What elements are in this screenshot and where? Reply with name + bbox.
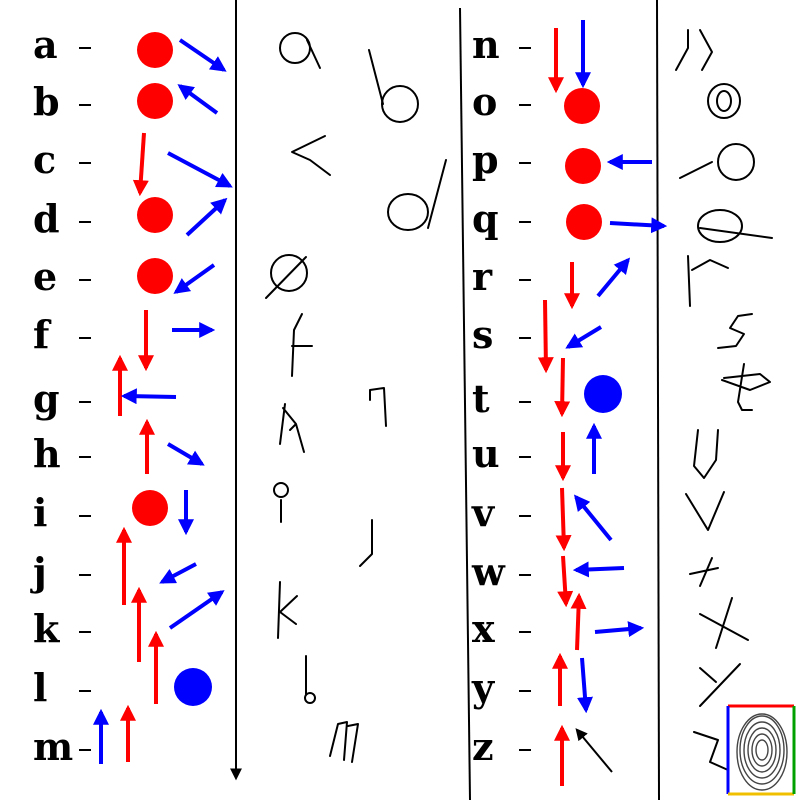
blue-arrow <box>159 562 197 584</box>
blue-dot <box>174 668 212 706</box>
red-dot <box>137 32 173 68</box>
red-dot <box>132 490 168 526</box>
glyph-r <box>687 255 729 307</box>
red-arrow <box>570 592 587 651</box>
red-dot <box>565 148 601 184</box>
red-arrow <box>132 132 149 197</box>
letter-z: z <box>472 724 494 769</box>
stroke-symbols-n-z <box>537 20 668 786</box>
red-dot <box>137 197 173 233</box>
letter-b: b <box>33 79 60 124</box>
glyph-c <box>291 135 331 176</box>
blue-arrow <box>572 561 625 578</box>
letter-y: y <box>471 665 495 710</box>
stroke-symbols-a-m <box>93 32 233 764</box>
blue-arrow <box>594 621 645 638</box>
glyph-g <box>369 387 387 427</box>
letter-f: f <box>33 312 52 357</box>
glyph-l <box>304 655 316 704</box>
letter-d: d <box>33 196 60 241</box>
glyph-d <box>387 159 447 231</box>
letter-c: c <box>33 137 56 182</box>
letter-o: o <box>472 79 497 124</box>
glyph-y <box>699 663 741 707</box>
glyph-s <box>717 313 753 349</box>
glyph-z <box>693 731 729 771</box>
blue-arrow <box>609 217 668 234</box>
letter-u: u <box>472 431 500 476</box>
blue-arrow <box>577 657 593 714</box>
glyph-i <box>273 482 289 523</box>
glyph-x <box>699 597 749 649</box>
red-arrow <box>555 487 572 552</box>
handwritten-glyphs <box>265 29 773 771</box>
red-dot <box>566 204 602 240</box>
letter-w: w <box>471 549 506 594</box>
glyph-h <box>279 403 305 453</box>
glyph-f <box>291 313 313 377</box>
red-dot <box>137 83 173 119</box>
letter-j: j <box>30 549 47 594</box>
glyph-v <box>685 491 725 531</box>
letter-l: l <box>33 665 47 710</box>
letter-h: h <box>33 431 61 476</box>
red-arrow <box>554 357 571 418</box>
black-arrow <box>575 728 613 773</box>
glyph-q <box>697 209 773 243</box>
glyph-o <box>707 83 741 119</box>
blue-arrow <box>565 325 603 349</box>
letter-g: g <box>33 376 60 421</box>
letter-p: p <box>472 137 499 182</box>
glyph-j <box>359 519 373 567</box>
glyph-b <box>368 49 419 123</box>
blue-arrow <box>173 263 216 294</box>
letter-s: s <box>472 312 493 357</box>
letter-k: k <box>33 606 60 651</box>
red-arrow <box>557 555 574 608</box>
blue-arrow <box>166 442 205 466</box>
letter-dashes <box>79 47 531 751</box>
glyph-p <box>679 143 755 181</box>
letter-a: a <box>33 22 58 67</box>
blue-arrow <box>185 197 228 237</box>
glyph-e <box>265 254 308 299</box>
glyph-w <box>689 557 719 587</box>
red-dot <box>137 258 173 294</box>
blue-arrow <box>573 494 613 542</box>
glyph-u <box>693 429 719 479</box>
glyph-a <box>279 32 321 69</box>
blue-arrow <box>168 590 225 630</box>
blue-arrow <box>596 257 631 298</box>
blue-arrow <box>167 151 233 188</box>
letter-t: t <box>472 376 490 421</box>
letter-v: v <box>471 490 496 535</box>
column-divider <box>656 0 660 800</box>
letter-i: i <box>33 490 47 535</box>
glyph-m <box>329 721 359 763</box>
fingerprint-logo <box>726 704 796 796</box>
red-dot <box>564 88 600 124</box>
glyph-n <box>675 29 713 71</box>
blue-arrow <box>120 388 177 405</box>
blue-arrow <box>177 84 219 115</box>
letter-e: e <box>33 254 57 299</box>
red-arrow <box>537 299 554 374</box>
glyph-t <box>721 363 771 411</box>
letter-n: n <box>472 22 500 67</box>
blue-arrow <box>178 38 227 72</box>
letter-m: m <box>33 724 73 769</box>
letter-q: q <box>472 196 499 241</box>
glyph-k <box>277 581 298 639</box>
letter-r: r <box>472 254 493 299</box>
blue-dot <box>584 375 622 413</box>
column-divider <box>459 7 471 800</box>
letter-x: x <box>472 606 495 651</box>
